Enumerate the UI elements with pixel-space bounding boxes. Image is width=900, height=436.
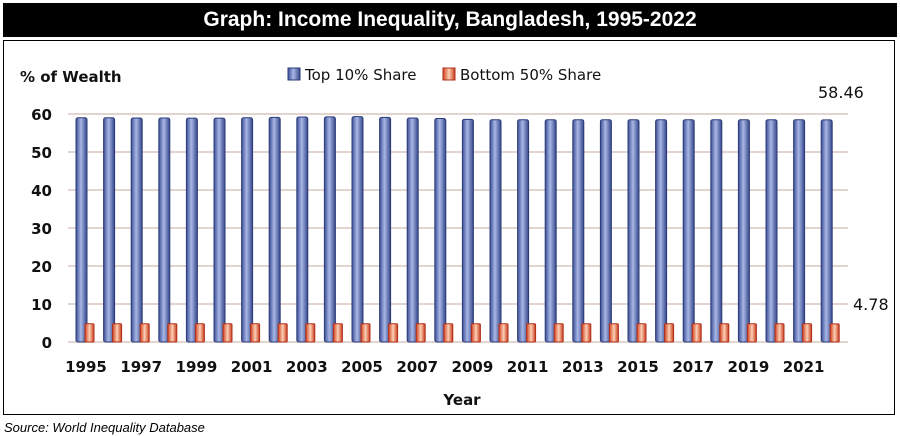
bar-top10-2014	[599, 119, 612, 343]
bar-top10-2002	[268, 116, 281, 343]
bar-bottom50-2011	[526, 323, 537, 343]
bar-top10-2011	[517, 119, 530, 343]
x-tick-label: 2019	[728, 358, 770, 376]
x-tick-label: 2013	[562, 358, 604, 376]
chart-frame	[3, 40, 895, 415]
bar-bottom50-2021	[802, 323, 813, 343]
bar-top10-2013	[572, 119, 585, 343]
x-tick-label: 2009	[452, 358, 494, 376]
bar-bottom50-2014	[608, 323, 619, 343]
x-tick-label: 2005	[341, 358, 383, 376]
bar-bottom50-2019	[746, 323, 757, 343]
bar-top10-2017	[682, 119, 695, 343]
legend: Top 10% Share Bottom 50% Share	[287, 66, 601, 84]
bar-top10-2001	[241, 117, 254, 343]
bar-top10-2019	[737, 119, 750, 343]
x-tick-label: 1995	[65, 358, 107, 376]
y-tick-label: 20	[31, 258, 52, 276]
bar-top10-2012	[544, 119, 557, 343]
bar-bottom50-2007	[415, 323, 426, 343]
y-tick-label: 50	[31, 144, 52, 162]
bar-top10-2021	[793, 119, 806, 343]
x-tick-label: 2001	[231, 358, 273, 376]
bar-bottom50-1997	[139, 323, 150, 343]
x-tick-label: 2017	[672, 358, 714, 376]
y-tick-label: 30	[31, 220, 52, 238]
bar-bottom50-2005	[360, 323, 371, 343]
x-tick-label: 1999	[176, 358, 218, 376]
bar-top10-2007	[406, 117, 419, 343]
x-tick-label: 2015	[617, 358, 659, 376]
y-tick-label: 0	[42, 334, 52, 352]
bar-bottom50-2020	[774, 323, 785, 343]
x-tick-label: 1997	[120, 358, 162, 376]
legend-label-top10: Top 10% Share	[304, 66, 416, 84]
bar-top10-2016	[655, 119, 668, 343]
bar-top10-2009	[461, 118, 474, 343]
y-tick-label: 40	[31, 182, 52, 200]
bar-top10-1995	[75, 117, 88, 343]
x-tick-label: 2021	[783, 358, 825, 376]
x-tick-label: 2003	[286, 358, 328, 376]
legend-swatch-bottom50	[442, 67, 456, 81]
bar-bottom50-1995	[84, 323, 95, 343]
bar-bottom50-2010	[498, 323, 509, 343]
bar-bottom50-2012	[553, 323, 564, 343]
legend-label-bottom50: Bottom 50% Share	[460, 66, 601, 84]
y-tick-label: 60	[31, 106, 52, 124]
bar-top10-1998	[158, 117, 171, 343]
bar-bottom50-2009	[470, 323, 481, 343]
source-note: Source: World Inequality Database	[4, 420, 205, 435]
bar-bottom50-1998	[167, 323, 178, 343]
bar-top10-2005	[351, 116, 364, 343]
y-tick-label: 10	[31, 296, 52, 314]
bar-bottom50-1996	[112, 323, 123, 343]
bar-bottom50-2003	[305, 323, 316, 343]
bar-top10-1996	[103, 117, 116, 343]
bar-bottom50-2013	[581, 323, 592, 343]
annotation-top10-last: 58.46	[818, 83, 864, 102]
bar-bottom50-2015	[636, 323, 647, 343]
bar-top10-2004	[323, 116, 336, 343]
x-axis-label: Year	[442, 391, 481, 409]
bar-top10-2006	[379, 116, 392, 343]
bar-top10-2018	[710, 119, 723, 343]
bar-top10-2000	[213, 117, 226, 343]
bar-top10-2015	[627, 119, 640, 343]
y-axis-label: % of Wealth	[20, 68, 122, 86]
x-tick-label: 2007	[396, 358, 438, 376]
bar-chart: 0 10 20 30 40 50 60 1995 1997 1999 2001 2003 2005 200…	[20, 66, 889, 409]
bar-bottom50-2004	[332, 323, 343, 343]
bar-bottom50-2002	[277, 323, 288, 343]
bar-top10-1997	[130, 117, 143, 343]
bar-top10-2022	[820, 119, 833, 343]
bar-bottom50-2017	[691, 323, 702, 343]
bar-bottom50-1999	[194, 323, 205, 343]
bar-top10-2010	[489, 119, 502, 343]
bar-top10-2020	[765, 119, 778, 343]
bar-bottom50-2008	[443, 323, 454, 343]
legend-swatch-top10	[287, 67, 301, 81]
chart-title: Graph: Income Inequality, Bangladesh, 19…	[3, 3, 897, 37]
x-tick-label: 2011	[507, 358, 549, 376]
bar-bottom50-2000	[222, 323, 233, 343]
bar-bottom50-2022	[829, 323, 840, 343]
bar-top10-1999	[185, 117, 198, 343]
bar-bottom50-2001	[250, 323, 261, 343]
bar-bottom50-2006	[388, 323, 399, 343]
bar-bottom50-2016	[664, 323, 675, 343]
bar-bottom50-2018	[719, 323, 730, 343]
bar-top10-2008	[434, 118, 447, 343]
bar-top10-2003	[296, 116, 309, 343]
annotation-bottom50-last: 4.78	[853, 295, 889, 314]
